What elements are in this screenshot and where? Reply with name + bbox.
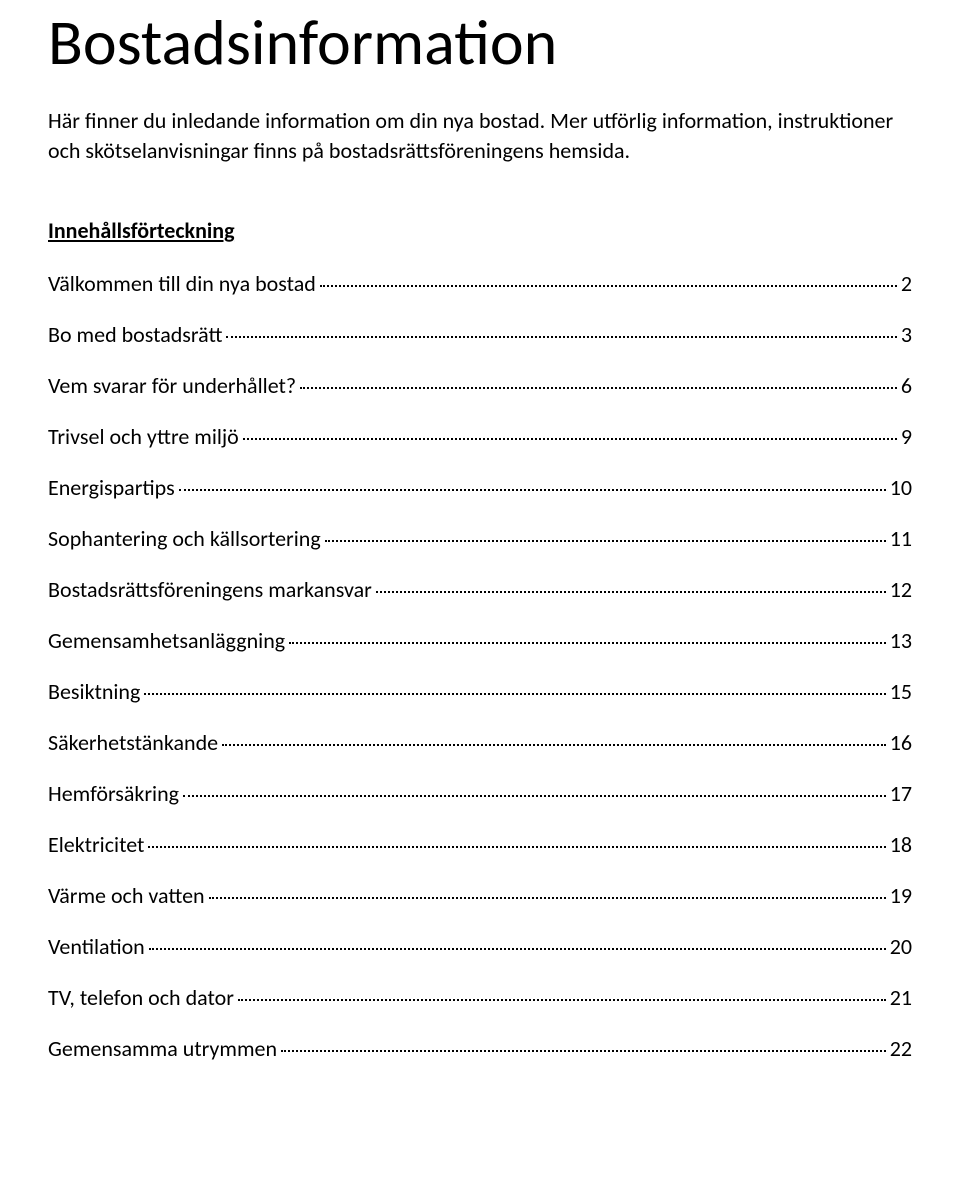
toc-item-leader [179,489,886,491]
toc-item-label: Gemensamma utrymmen [48,1035,277,1062]
toc-item-page: 18 [890,831,912,858]
toc-item-label: TV, telefon och dator [48,984,234,1011]
toc-item-page: 21 [890,984,912,1011]
toc-item-page: 12 [890,576,912,603]
toc-item-label: Hemförsäkring [48,780,179,807]
toc-item-leader [183,795,886,797]
toc-item-page: 17 [890,780,912,807]
toc-item-leader [209,897,886,899]
toc-item: Bo med bostadsrätt 3 [48,321,912,348]
toc-item: Energispartips 10 [48,474,912,501]
toc-item-label: Elektricitet [48,831,144,858]
toc-heading: Innehållsförteckning [48,217,912,244]
toc-item: Vem svarar för underhållet? 6 [48,372,912,399]
toc-item: Besiktning 15 [48,678,912,705]
toc-item: Sophantering och källsortering 11 [48,525,912,552]
toc-item: Bostadsrättsföreningens markansvar 12 [48,576,912,603]
toc-item-page: 16 [890,729,912,756]
toc-item-page: 15 [890,678,912,705]
toc-item-leader [325,540,886,542]
toc-item-leader [238,999,886,1001]
toc-item: Värme och vatten 19 [48,882,912,909]
toc-item-leader [300,387,897,389]
toc-item-label: Ventilation [48,933,145,960]
intro-paragraph: Här finner du inledande information om d… [48,106,912,165]
toc-item-leader [243,438,897,440]
toc-item: Trivsel och yttre miljö 9 [48,423,912,450]
toc-item-leader [222,744,886,746]
toc-item-label: Energispartips [48,474,175,501]
toc-item-page: 20 [890,933,912,960]
toc-item: TV, telefon och dator 21 [48,984,912,1011]
toc-item: Gemensamma utrymmen 22 [48,1035,912,1062]
toc-item-label: Bostadsrättsföreningens markansvar [48,576,372,603]
toc-item-page: 3 [901,321,912,348]
toc-item-label: Välkommen till din nya bostad [48,270,316,297]
toc-item-leader [281,1050,886,1052]
toc-item-label: Gemensamhetsanläggning [48,627,285,654]
toc-item: Elektricitet 18 [48,831,912,858]
toc-item-label: Värme och vatten [48,882,205,909]
toc-item-leader [376,591,886,593]
toc-item-page: 2 [901,270,912,297]
toc-item-leader [226,336,896,338]
toc-item-page: 6 [901,372,912,399]
toc-item-page: 10 [890,474,912,501]
toc-item: Ventilation 20 [48,933,912,960]
toc-item-label: Trivsel och yttre miljö [48,423,239,450]
toc-item: Hemförsäkring 17 [48,780,912,807]
toc-item-leader [144,693,885,695]
toc-item-page: 11 [890,525,912,552]
toc-item-page: 13 [890,627,912,654]
toc-list: Välkommen till din nya bostad 2 Bo med bos… [48,270,912,1062]
toc-item-label: Säkerhetstänkande [48,729,218,756]
toc-item: Välkommen till din nya bostad 2 [48,270,912,297]
toc-item-label: Vem svarar för underhållet? [48,372,296,399]
toc-item-label: Bo med bostadsrätt [48,321,222,348]
toc-item-label: Besiktning [48,678,140,705]
toc-item-leader [320,285,897,287]
toc-item: Säkerhetstänkande 16 [48,729,912,756]
toc-item-leader [289,642,886,644]
page-title: Bostadsinformation [48,4,912,82]
toc-item-page: 9 [901,423,912,450]
toc-item-leader [149,948,886,950]
toc-item-leader [148,846,885,848]
toc-item: Gemensamhetsanläggning 13 [48,627,912,654]
toc-item-page: 19 [890,882,912,909]
toc-item-page: 22 [890,1035,912,1062]
toc-item-label: Sophantering och källsortering [48,525,321,552]
